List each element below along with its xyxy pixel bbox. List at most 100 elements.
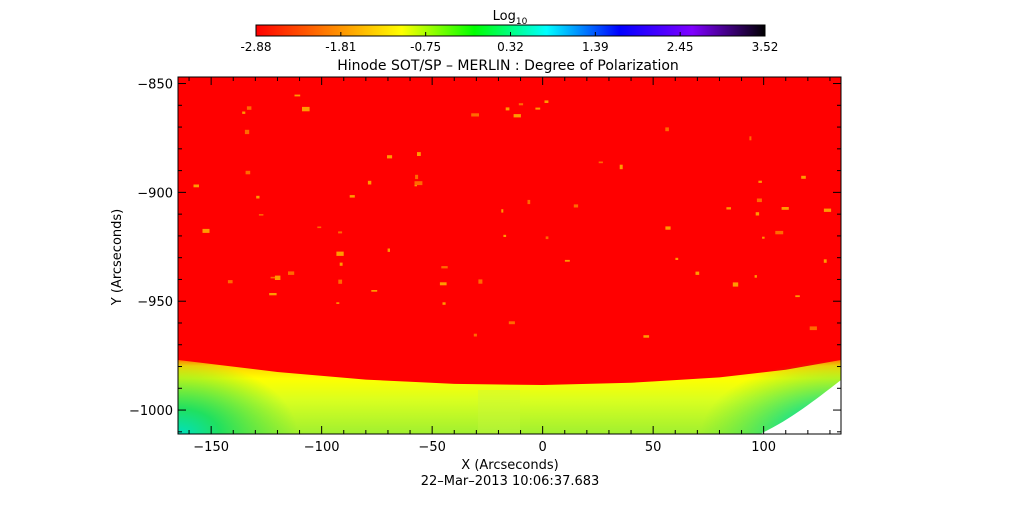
x-tick-label: 100	[751, 440, 776, 455]
polarization-patch	[245, 170, 251, 175]
polarization-patch	[349, 195, 355, 198]
off-frame-region	[760, 380, 841, 434]
polarization-patch	[732, 282, 739, 287]
polarization-patch	[336, 251, 344, 256]
polarization-patch	[471, 113, 479, 117]
polarization-patch	[288, 271, 295, 275]
polarization-patch	[527, 199, 531, 205]
y-tick-label: −950	[137, 295, 173, 310]
colorbar-label: Log10	[493, 9, 528, 27]
polarization-patch	[758, 180, 762, 183]
polarization-patch	[473, 333, 477, 337]
polarization-patch	[809, 326, 817, 331]
colorbar-tick-label: -2.88	[240, 40, 271, 54]
colorbar-tick-label: 3.52	[752, 40, 779, 54]
polarization-patch	[336, 302, 340, 304]
x-tick-label: 50	[645, 440, 662, 455]
polarization-patch	[256, 195, 260, 199]
x-tick-label: −150	[193, 440, 229, 455]
polarization-patch	[244, 129, 250, 135]
polarization-patch	[665, 127, 669, 132]
polarization-patch	[503, 234, 507, 237]
polarization-patch	[415, 174, 419, 180]
polarization-patch	[823, 259, 827, 263]
polarization-patch	[367, 180, 372, 185]
colorbar: Log10 -2.88 -1.81 -0.75 0.32 1.39 2.45 3.52	[240, 9, 778, 54]
polarization-patch	[478, 279, 483, 284]
heatmap-image	[178, 77, 841, 434]
polarization-patch	[294, 94, 301, 97]
polarization-patch	[564, 259, 570, 262]
plot-frame	[177, 76, 842, 435]
chart-title: Hinode SOT/SP – MERLIN : Degree of Polar…	[337, 58, 679, 74]
polarization-patch	[518, 103, 524, 106]
colorbar-ticks: -2.88 -1.81 -0.75 0.32 1.39 2.45 3.52	[240, 32, 778, 54]
polarization-patch	[193, 184, 199, 188]
polarization-patch	[749, 136, 752, 141]
polarization-patch	[202, 228, 210, 233]
polarization-patch	[598, 161, 603, 164]
polarization-patch	[535, 107, 541, 110]
polarization-patch	[246, 106, 252, 110]
polarization-patch	[371, 290, 378, 292]
polarization-patch	[795, 295, 800, 298]
polarization-patch	[643, 335, 650, 338]
colorbar-tick-label: -1.81	[325, 40, 356, 54]
polarization-patch	[775, 230, 784, 235]
polarization-patch	[762, 236, 765, 239]
polarization-patch	[619, 164, 623, 170]
polarization-patch	[258, 214, 264, 216]
y-axis-ticks: −850 −900 −950 −1000	[129, 78, 841, 433]
polarization-patch	[387, 248, 390, 252]
colorbar-tick-label: 1.39	[582, 40, 609, 54]
polarization-patch	[545, 236, 549, 240]
colorbar-tick-label: 2.45	[667, 40, 694, 54]
timestamp: 22–Mar–2013 10:06:37.683	[421, 474, 600, 489]
y-tick-label: −900	[137, 186, 173, 201]
polarization-patch	[339, 262, 343, 266]
polarization-patch	[505, 107, 510, 111]
left-corner-glow	[178, 360, 298, 434]
polarization-patch	[441, 266, 448, 269]
polarization-patch	[270, 276, 278, 279]
polarization-patch	[695, 271, 700, 275]
polarization-patch	[665, 226, 671, 230]
polarization-patch	[755, 212, 760, 216]
polarization-patch	[501, 209, 504, 213]
polarization-patch	[338, 279, 343, 284]
polarization-patch	[274, 275, 281, 280]
polarization-patches	[193, 94, 832, 338]
polarization-patch	[439, 282, 447, 286]
colorbar-tick-label: 0.32	[497, 40, 524, 54]
y-tick-label: −850	[137, 78, 173, 93]
y-axis-label: Y (Arcseconds)	[110, 209, 125, 306]
x-tick-label: −100	[304, 440, 340, 455]
polarization-patch	[338, 231, 343, 234]
polarization-patch	[508, 321, 515, 325]
x-axis-ticks: −150 −100 −50 0 50 100	[188, 77, 831, 455]
polarization-patch	[302, 106, 310, 112]
polarization-patch	[414, 181, 423, 186]
polarization-patch	[513, 114, 521, 118]
polarization-patch	[801, 175, 806, 179]
y-tick-label: −1000	[129, 404, 173, 419]
polarization-patch	[227, 280, 233, 284]
polarization-patch	[442, 302, 446, 305]
polarization-patch	[726, 207, 731, 210]
polarization-patch	[387, 155, 393, 159]
colorbar-tick-label: -0.75	[410, 40, 441, 54]
x-axis-label: X (Arcseconds)	[461, 458, 558, 473]
x-tick-label: 0	[539, 440, 547, 455]
polarization-patch	[573, 204, 579, 208]
polarization-patch	[823, 208, 832, 212]
polarization-patch	[242, 111, 246, 114]
x-tick-label: −50	[418, 440, 445, 455]
polarization-patch	[417, 152, 421, 156]
polarization-patch	[544, 100, 549, 103]
polarization-patch	[754, 275, 757, 278]
polarization-patch	[675, 257, 679, 260]
polarization-patch	[781, 207, 789, 210]
limb-band	[178, 359, 841, 434]
